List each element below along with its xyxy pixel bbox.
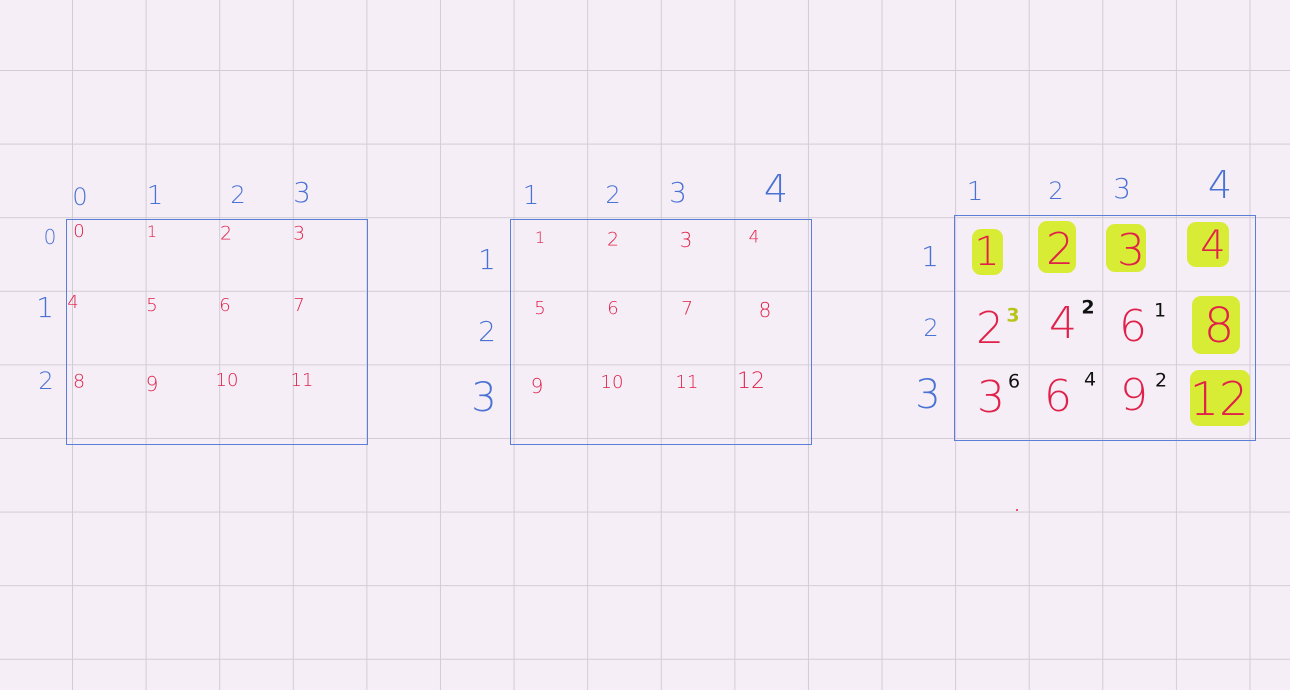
g2-cell: 4 xyxy=(748,227,760,248)
g3-row-header-2: 2 xyxy=(923,314,939,342)
g3-col-header-3: 3 xyxy=(1113,172,1131,205)
grid-zero-indexed-border xyxy=(66,219,368,445)
g3-superscript: 2 xyxy=(1081,296,1095,319)
g2-cell: 10 xyxy=(600,372,624,393)
g2-row-header-3: 3 xyxy=(471,375,497,421)
stray-dot xyxy=(1016,509,1018,511)
g2-cell: 7 xyxy=(680,297,694,320)
g1-cell: 6 xyxy=(219,295,231,316)
g1-cell: 5 xyxy=(146,295,158,316)
g1-cell: 4 xyxy=(67,292,79,313)
g3-cell: 2 xyxy=(976,303,1004,354)
g3-cell: 9 xyxy=(1120,370,1148,421)
g2-row-header-1: 1 xyxy=(478,243,496,276)
g2-cell: 9 xyxy=(530,374,544,398)
highlight-cell-12 xyxy=(1190,370,1250,426)
g1-cell: 8 xyxy=(72,370,86,393)
g1-cell: 11 xyxy=(290,370,314,391)
g3-cell: 1 xyxy=(974,229,1000,275)
g2-cell: 11 xyxy=(675,372,699,393)
g3-cell: 6 xyxy=(1044,371,1072,422)
g3-col-header-2: 2 xyxy=(1048,177,1064,205)
g2-cell: 8 xyxy=(758,298,772,322)
grid-multiplication-border xyxy=(954,215,1256,441)
g1-col-header-1: 1 xyxy=(146,181,164,211)
g3-superscript: 4 xyxy=(1083,368,1097,391)
g1-col-header-3: 3 xyxy=(293,176,311,209)
grid-one-indexed-border xyxy=(510,219,812,445)
g3-cell: 3 xyxy=(1117,225,1145,276)
g2-cell: 3 xyxy=(679,228,693,252)
g1-col-header-2: 2 xyxy=(230,181,246,209)
g2-col-header-2: 2 xyxy=(605,181,621,209)
g2-cell: 5 xyxy=(534,298,546,319)
g1-cell: 0 xyxy=(73,221,85,242)
g3-superscript: 1 xyxy=(1153,299,1167,322)
g3-cell: 6 xyxy=(1119,301,1147,352)
g1-cell: 9 xyxy=(145,372,159,396)
g3-cell: 3 xyxy=(977,372,1005,423)
highlight-cell-4 xyxy=(1187,222,1229,267)
g3-cell: 8 xyxy=(1203,298,1235,354)
g1-cell: 1 xyxy=(146,222,158,241)
g2-cell: 1 xyxy=(534,228,546,247)
g2-cell: 2 xyxy=(606,228,620,251)
g1-cell: 10 xyxy=(215,370,239,391)
g3-cell: 4 xyxy=(1049,298,1077,349)
g3-superscript: 2 xyxy=(1154,369,1168,392)
g3-cell: 4 xyxy=(1200,223,1226,269)
highlight-cell-2 xyxy=(1038,221,1076,273)
highlight-cell-8 xyxy=(1192,296,1240,354)
g2-cell: 6 xyxy=(607,298,619,319)
g3-col-header-1: 1 xyxy=(966,177,984,207)
highlight-cell-3 xyxy=(1106,224,1146,272)
g1-row-header-1: 1 xyxy=(36,291,54,324)
g2-row-header-2: 2 xyxy=(478,315,496,348)
g1-row-header-0: 0 xyxy=(43,225,57,249)
g1-col-header-0: 0 xyxy=(72,183,88,211)
g3-cell: 12 xyxy=(1189,372,1249,426)
g2-col-header-3: 3 xyxy=(669,176,687,209)
g3-row-header-1: 1 xyxy=(921,240,939,273)
g3-row-header-3: 3 xyxy=(915,372,941,418)
g2-cell: 12 xyxy=(737,369,765,394)
highlight-cell-1 xyxy=(972,229,1003,275)
g1-cell: 7 xyxy=(293,295,305,316)
g1-cell: 2 xyxy=(219,222,233,245)
g2-col-header-4: 4 xyxy=(763,167,789,211)
g3-col-header-4: 4 xyxy=(1207,163,1233,207)
g3-superscript: 6 xyxy=(1007,370,1021,393)
g1-cell: 3 xyxy=(292,222,306,245)
g3-superscript: 3 xyxy=(1006,304,1020,327)
g1-row-header-2: 2 xyxy=(38,367,54,395)
g3-cell: 2 xyxy=(1046,224,1074,275)
g2-col-header-1: 1 xyxy=(522,181,540,211)
